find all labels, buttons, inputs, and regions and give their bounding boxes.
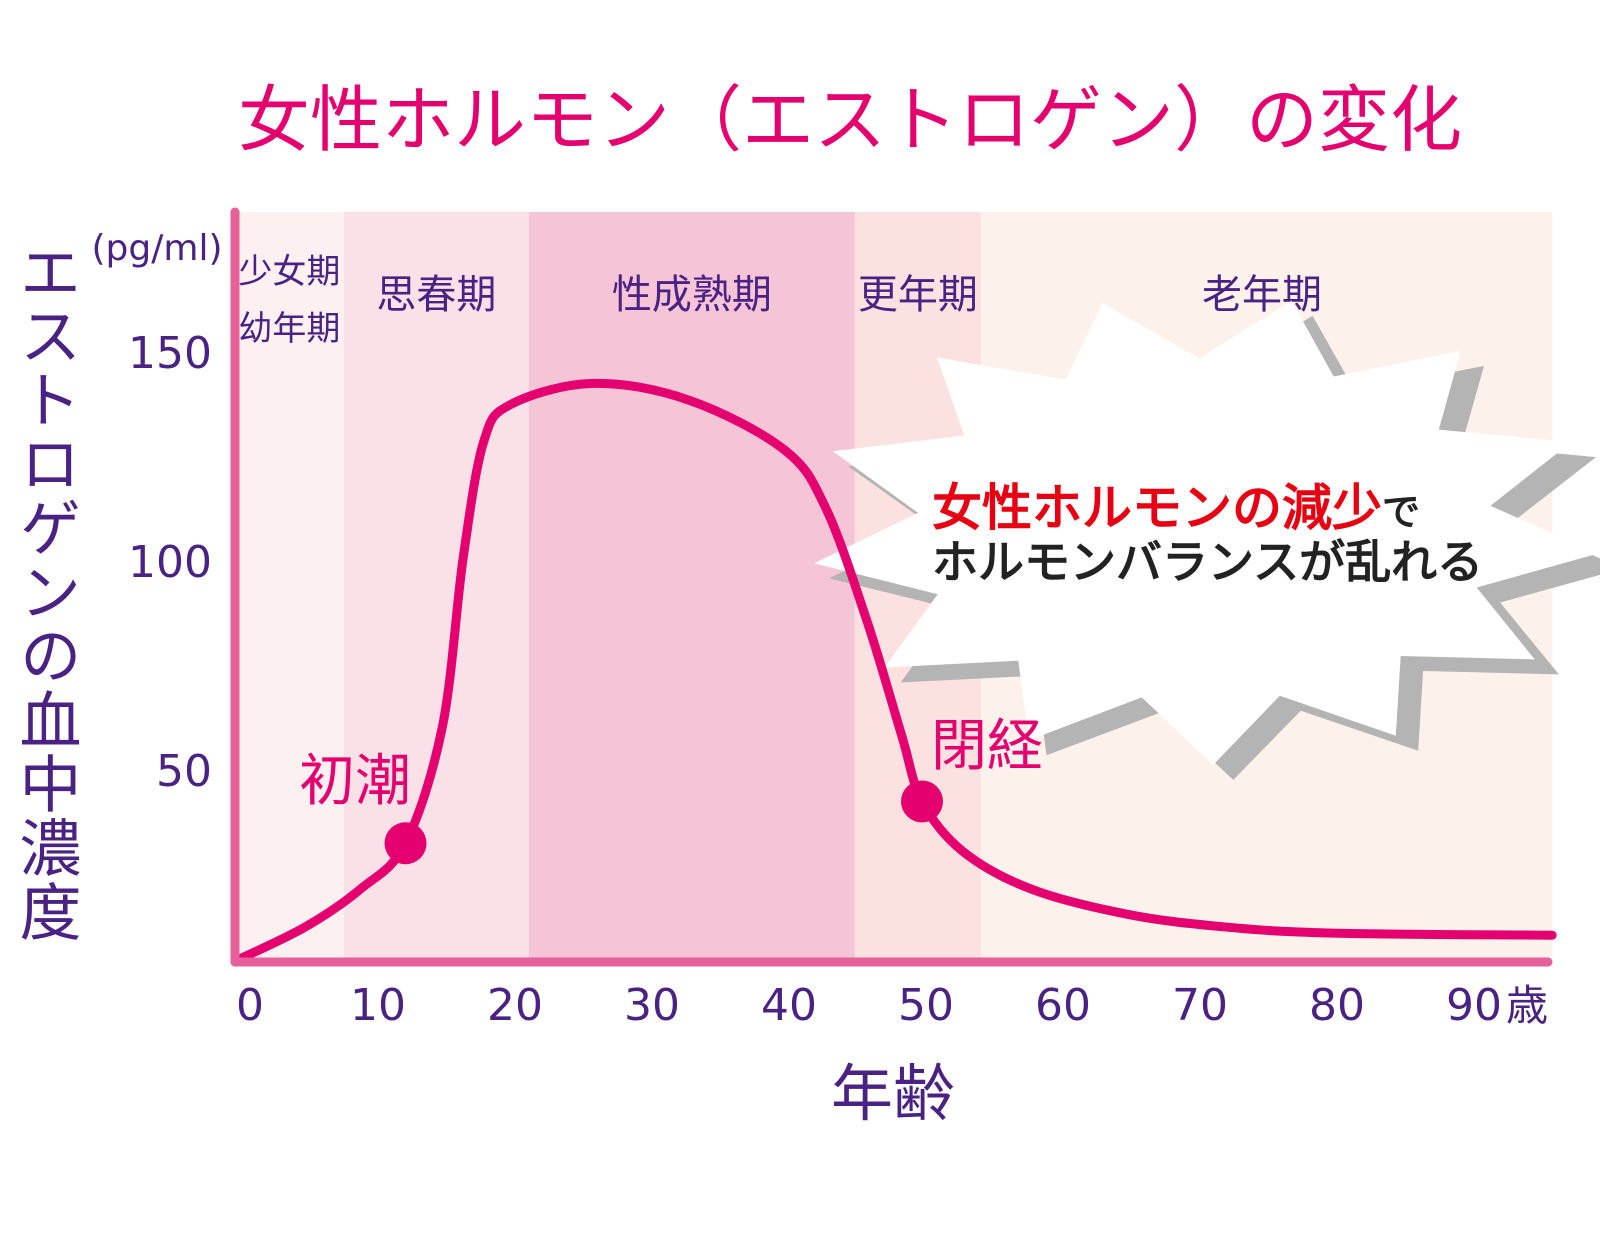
phase-label: 性成熟期 bbox=[612, 272, 772, 318]
event-marker bbox=[901, 780, 943, 823]
y-axis-label: エストロゲンの血中濃度 bbox=[9, 240, 82, 944]
phase-label: 更年期 bbox=[858, 272, 978, 318]
event-label: 閉経 bbox=[931, 714, 1043, 779]
phase-label: 老年期 bbox=[1202, 272, 1322, 318]
x-tick-label: 80 bbox=[1309, 980, 1365, 1031]
y-tick-label: 50 bbox=[156, 746, 212, 797]
estrogen-curve bbox=[232, 378, 1557, 965]
phase-label: 思春期 bbox=[376, 272, 496, 318]
y-tick-labels: 50 100 150 bbox=[128, 328, 212, 797]
x-tick-label: 20 bbox=[487, 980, 543, 1031]
x-tick-label: 0 bbox=[236, 980, 264, 1031]
x-tick-label: 90 bbox=[1446, 980, 1502, 1031]
x-tick-label: 70 bbox=[1172, 980, 1228, 1031]
phase-band bbox=[343, 212, 529, 962]
phase-band bbox=[528, 212, 855, 962]
chart-title: 女性ホルモン（エストロゲン）の変化 bbox=[238, 78, 1462, 162]
y-unit-label: (pg/ml) bbox=[92, 228, 223, 269]
x-axis-label: 年齢 bbox=[831, 1057, 955, 1130]
phase-label: 少女期 bbox=[238, 252, 340, 292]
y-tick-label: 100 bbox=[128, 537, 212, 588]
callout-line1: 女性ホルモンの減少で bbox=[932, 479, 1420, 537]
x-tick-label: 40 bbox=[761, 980, 817, 1031]
x-tick-label: 60 bbox=[1035, 980, 1091, 1031]
x-tick-label: 10 bbox=[350, 980, 406, 1031]
callout-starburst bbox=[814, 300, 1600, 780]
x-tick-label: 30 bbox=[624, 980, 680, 1031]
x-tick-label: 50 bbox=[898, 980, 954, 1031]
phase-band bbox=[235, 212, 344, 962]
phase-label-2: 幼年期 bbox=[238, 309, 340, 349]
x-tick-labels: 0 10 20 30 40 50 60 70 80 90 bbox=[236, 980, 1502, 1031]
event-label: 初潮 bbox=[299, 749, 411, 814]
y-tick-label: 150 bbox=[128, 328, 212, 379]
event-marker bbox=[384, 822, 427, 865]
starburst-shape bbox=[814, 300, 1598, 765]
callout-line2: ホルモンバランスが乱れる bbox=[932, 535, 1483, 589]
x-unit-label: 歳 bbox=[1506, 981, 1548, 1030]
event-markers: 初潮 閉経 bbox=[299, 714, 1043, 865]
